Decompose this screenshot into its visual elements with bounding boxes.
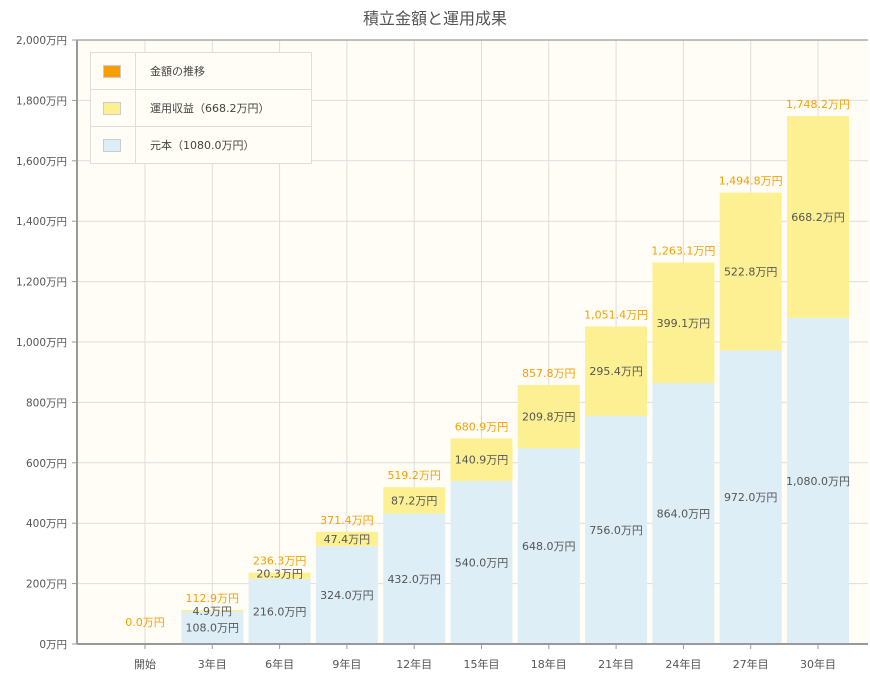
y-tick-label: 1,400万円 — [16, 216, 67, 228]
y-tick-label: 1,600万円 — [16, 156, 67, 168]
x-tick-label: 3年目 — [198, 657, 227, 671]
x-tick-label: 18年目 — [531, 657, 567, 671]
bar-returns — [787, 116, 849, 318]
bar-returns — [585, 326, 648, 416]
y-tick-label: 600万円 — [26, 458, 67, 470]
returns-label: 140.9万円 — [455, 454, 509, 467]
y-tick-label: 1,800万円 — [16, 95, 67, 107]
bar-principal — [719, 350, 782, 644]
x-tick-label: 24年目 — [665, 657, 701, 671]
total-label: 236.3万円 — [253, 555, 307, 568]
principal-label: 108.0万円 — [186, 622, 240, 635]
total-label: 519.2万円 — [387, 469, 441, 482]
total-label: 112.9万円 — [186, 592, 240, 605]
returns-label: 4.9万円 — [193, 605, 233, 618]
returns-label: 399.1万円 — [657, 317, 711, 330]
returns-label: 668.2万円 — [791, 211, 845, 224]
chart-title: 積立金額と運用成果 — [363, 9, 507, 28]
principal-label: 324.0万円 — [320, 589, 374, 602]
x-tick-label: 9年目 — [332, 657, 361, 671]
legend-swatch-returns — [103, 101, 121, 115]
legend-label: 金額の推移 — [150, 65, 205, 78]
bar-returns — [450, 438, 513, 481]
bar-returns — [652, 262, 715, 384]
total-label: 371.4万円 — [320, 514, 374, 527]
x-tick-label: 21年目 — [598, 657, 634, 671]
returns-label: 47.4万円 — [324, 533, 371, 546]
total-label: 680.9万円 — [455, 420, 509, 433]
y-tick-label: 1,000万円 — [16, 337, 67, 349]
returns-label: 20.3万円 — [256, 568, 303, 581]
principal-label: 432.0万円 — [387, 573, 441, 586]
total-label: 1,051.4万円 — [584, 308, 648, 321]
x-tick-label: 30年目 — [800, 657, 836, 671]
bar-principal — [517, 448, 580, 644]
x-tick-label: 開始 — [134, 657, 156, 671]
total-label: 1,748.2万円 — [786, 98, 850, 111]
legend-label: 元本（1080.0万円） — [150, 139, 255, 152]
principal-label: 1,080.0万円 — [786, 475, 850, 488]
bar-principal — [248, 578, 311, 644]
legend-item-principal[interactable]: 元本（1080.0万円） — [91, 127, 311, 163]
bar-returns — [517, 384, 580, 449]
legend-swatch-principal — [103, 138, 121, 152]
returns-label: 209.8万円 — [522, 411, 576, 424]
y-tick-label: 1,200万円 — [16, 277, 67, 289]
bar-principal — [383, 513, 446, 644]
y-tick-label: 2,000万円 — [16, 35, 67, 47]
x-tick-label: 6年目 — [265, 657, 294, 671]
returns-label: 522.8万円 — [724, 266, 778, 279]
bar-principal — [315, 546, 378, 644]
y-tick-label: 0万円 — [39, 639, 67, 651]
bar-principal — [652, 383, 715, 644]
y-tick-label: 200万円 — [26, 579, 67, 591]
principal-label: 216.0万円 — [253, 605, 307, 618]
legend-item-returns[interactable]: 運用収益（668.2万円） — [91, 90, 311, 127]
legend-swatch-total — [103, 64, 121, 78]
principal-label: 540.0万円 — [455, 556, 509, 569]
y-tick-label: 800万円 — [26, 397, 67, 409]
total-label: 857.8万円 — [522, 367, 576, 380]
returns-label: 295.4万円 — [589, 365, 643, 378]
principal-label: 756.0万円 — [589, 524, 643, 537]
x-tick-label: 12年目 — [396, 657, 432, 671]
bar-returns — [181, 609, 244, 612]
legend: 金額の推移 運用収益（668.2万円） 元本（1080.0万円） — [90, 52, 312, 164]
bar-returns — [248, 572, 311, 579]
principal-label: 972.0万円 — [724, 491, 778, 504]
x-tick-label: 15年目 — [464, 657, 500, 671]
total-label: 0.0万円 — [125, 616, 165, 629]
principal-label: 864.0万円 — [657, 508, 711, 521]
bar-principal — [585, 415, 648, 644]
x-tick-label: 27年目 — [733, 657, 769, 671]
principal-label: 648.0万円 — [522, 540, 576, 553]
bar-principal — [450, 480, 513, 644]
bar-principal — [787, 317, 849, 644]
bar-principal — [181, 611, 244, 644]
total-label: 1,494.8万円 — [719, 175, 783, 188]
bar-returns — [315, 531, 378, 547]
total-label: 1,263.1万円 — [651, 245, 715, 258]
returns-label: 87.2万円 — [391, 494, 438, 507]
bar-returns — [719, 192, 782, 351]
bar-returns — [383, 487, 446, 514]
legend-label: 運用収益（668.2万円） — [150, 102, 270, 115]
y-tick-label: 400万円 — [26, 518, 67, 530]
legend-item-total[interactable]: 金額の推移 — [91, 53, 311, 90]
